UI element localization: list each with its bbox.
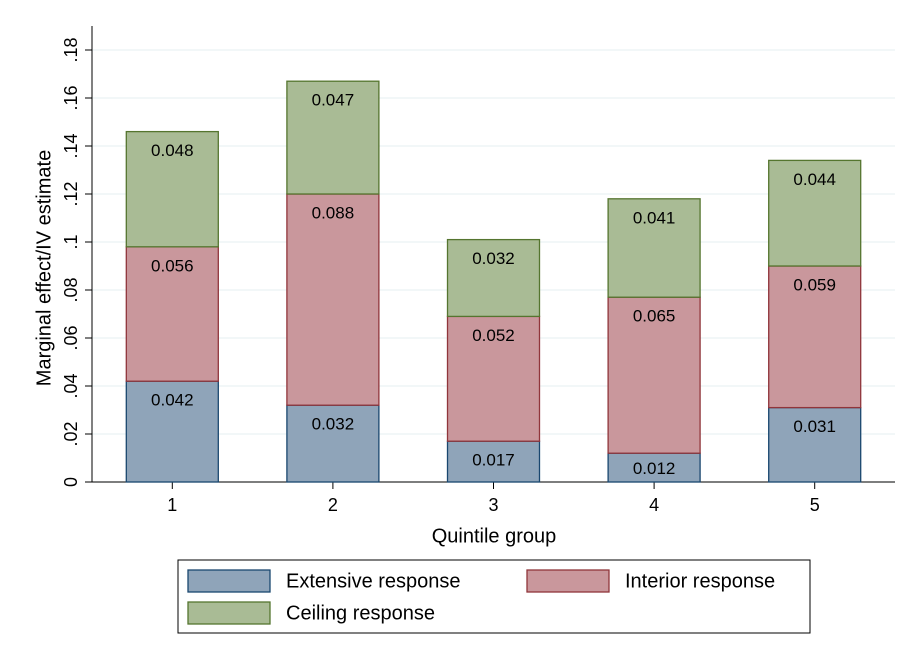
legend-swatch [187, 601, 271, 625]
bar-segment [286, 80, 380, 195]
bar-segment [125, 246, 219, 382]
bar-segment [125, 130, 219, 248]
x-tick-label: 1 [167, 495, 177, 515]
y-axis-title: Marginal effect/IV estimate [33, 150, 55, 386]
bar-segment [446, 238, 541, 318]
data-label: 0.041 [633, 208, 676, 227]
legend-swatch [187, 569, 271, 593]
data-label: 0.047 [312, 91, 355, 110]
bar-segment [768, 159, 862, 267]
x-axis-title: Quintile group [432, 525, 557, 547]
y-tick-label: .14 [61, 133, 81, 158]
data-label: 0.017 [472, 451, 515, 470]
legend-swatch [526, 569, 610, 593]
y-tick-label: .12 [61, 181, 81, 206]
data-label: 0.031 [793, 417, 836, 436]
x-tick-label: 2 [328, 495, 338, 515]
bar-segment [607, 198, 701, 298]
bar-segment [607, 296, 701, 454]
data-label: 0.044 [793, 170, 836, 189]
data-label: 0.032 [472, 249, 515, 268]
legend-label: Interior response [625, 570, 775, 592]
bar-segment [125, 380, 219, 483]
legend-box [177, 559, 811, 634]
legend-label: Ceiling response [286, 602, 435, 624]
data-label: 0.012 [633, 459, 676, 478]
data-label: 0.065 [633, 307, 676, 326]
bar-segment [607, 452, 701, 483]
y-tick-label: .18 [61, 37, 81, 62]
y-tick-label: .1 [61, 234, 81, 249]
y-tick-label: .16 [61, 85, 81, 110]
data-label: 0.052 [472, 326, 515, 345]
x-tick-label: 3 [488, 495, 498, 515]
data-label: 0.056 [151, 256, 194, 275]
legend-label: Extensive response [286, 570, 461, 592]
bar-segment [286, 193, 380, 406]
y-tick-label: 0 [61, 477, 81, 487]
bar-segment [768, 265, 862, 409]
data-label: 0.059 [793, 275, 836, 294]
x-tick-label: 4 [649, 495, 659, 515]
data-label: 0.048 [151, 141, 194, 160]
y-tick-label: .08 [61, 277, 81, 302]
bar-segment [768, 406, 862, 483]
y-tick-label: .02 [61, 421, 81, 446]
bar-segment [446, 315, 541, 442]
data-label: 0.042 [151, 391, 194, 410]
y-tick-label: .04 [61, 373, 81, 398]
data-label: 0.032 [312, 415, 355, 434]
data-label: 0.088 [312, 203, 355, 222]
y-tick-label: .06 [61, 325, 81, 350]
x-tick-label: 5 [810, 495, 820, 515]
